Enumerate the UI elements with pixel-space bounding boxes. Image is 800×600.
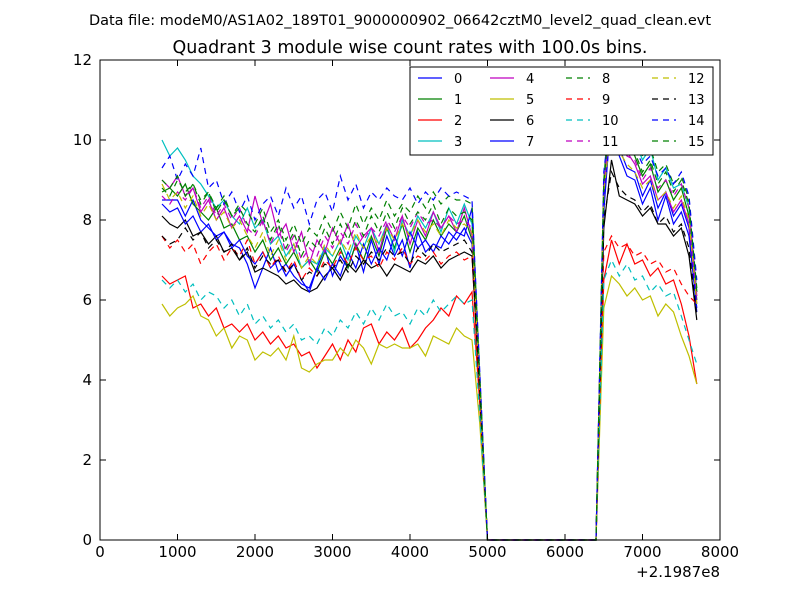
x-tick-label: 1000 (158, 543, 196, 561)
x-tick-label: 7000 (623, 543, 661, 561)
series-4-line (161, 103, 698, 541)
series-11-line (161, 111, 698, 541)
series-7-line (161, 115, 698, 541)
legend-label-14: 14 (688, 114, 705, 129)
x-tick-label: 0 (95, 543, 105, 561)
x-tick-label: 4000 (391, 543, 429, 561)
y-tick-label: 12 (73, 51, 92, 69)
y-tick-label: 4 (82, 371, 92, 389)
series-14-line (161, 103, 698, 541)
plot-lines (161, 79, 698, 541)
x-offset-label: +2.1987e8 (636, 563, 720, 581)
x-tick-label: 6000 (546, 543, 584, 561)
y-tick-label: 2 (82, 451, 92, 469)
chart-supertitle: Data file: modeM0/AS1A02_189T01_90000009… (89, 13, 711, 29)
legend-label-12: 12 (688, 72, 705, 87)
series-6-line (161, 159, 698, 541)
legend-label-2: 2 (454, 114, 462, 129)
legend-label-10: 10 (602, 114, 619, 129)
axis-ticks: 0 1000 2000 3000 4000 5000 6000 7000 80000246810… (73, 51, 739, 561)
series-12-line (161, 123, 698, 541)
legend-label-4: 4 (526, 72, 534, 87)
chart-title: Quadrant 3 module wise count rates with … (173, 38, 648, 58)
y-tick-label: 8 (82, 211, 92, 229)
series-10-line (161, 258, 698, 541)
legend-label-8: 8 (602, 72, 610, 87)
legend-label-11: 11 (602, 135, 619, 150)
legend-label-6: 6 (526, 114, 534, 129)
legend-label-5: 5 (526, 93, 534, 108)
legend-label-15: 15 (688, 135, 705, 150)
x-tick-label: 8000 (701, 543, 739, 561)
series-15-line (161, 95, 698, 541)
x-tick-label: 3000 (313, 543, 351, 561)
legend-box (409, 66, 714, 156)
series-9-line (161, 234, 698, 541)
legend-label-13: 13 (688, 93, 705, 108)
x-tick-label: 2000 (236, 543, 274, 561)
legend-label-7: 7 (526, 135, 534, 150)
series-1-line (161, 99, 698, 541)
legend-label-9: 9 (602, 93, 610, 108)
legend-label-1: 1 (454, 93, 462, 108)
y-tick-label: 6 (82, 291, 92, 309)
y-tick-label: 10 (73, 131, 92, 149)
series-5-line (161, 274, 698, 541)
legend-label-0: 0 (454, 72, 462, 87)
y-tick-label: 0 (82, 531, 92, 549)
legend-label-3: 3 (454, 135, 462, 150)
series-2-line (161, 239, 698, 541)
series-13-line (161, 170, 698, 541)
x-tick-label: 5000 (468, 543, 506, 561)
series-3-line (161, 91, 698, 541)
